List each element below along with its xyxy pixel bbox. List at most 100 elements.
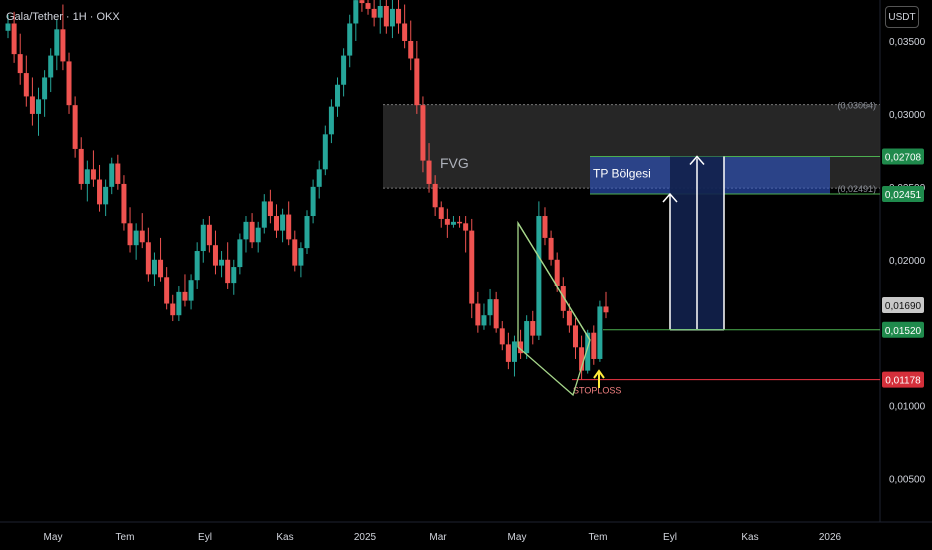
- candle-body: [591, 332, 597, 359]
- candle-body: [377, 5, 383, 18]
- candle-body: [243, 221, 249, 240]
- candle-body: [450, 221, 456, 225]
- candle-body: [237, 239, 243, 268]
- candle-body: [249, 221, 255, 243]
- y-tick-label: 0,03000: [889, 110, 926, 121]
- x-tick-label: Kas: [276, 532, 293, 543]
- candle-body: [54, 29, 60, 56]
- y-tick-label: 0,00500: [889, 475, 926, 486]
- candle-body: [457, 221, 463, 224]
- candle-body: [359, 0, 365, 4]
- candle-body: [170, 303, 176, 316]
- candle-body: [255, 227, 261, 243]
- x-tick-label: 2026: [819, 532, 842, 543]
- currency-button[interactable]: USDT: [885, 6, 919, 28]
- candle-body: [286, 214, 292, 240]
- candle-body: [11, 23, 17, 55]
- candle-body: [585, 332, 591, 371]
- y-tick-label: 0,03500: [889, 37, 926, 48]
- price-tag: [882, 148, 924, 165]
- candle-body: [151, 259, 157, 275]
- candle-body: [463, 223, 469, 231]
- candle-body: [383, 5, 389, 27]
- candle-body: [200, 224, 206, 252]
- price-tag: [882, 296, 924, 313]
- candle-body: [267, 201, 273, 217]
- candle-body: [139, 230, 145, 243]
- y-tick-label: 0,01000: [889, 402, 926, 413]
- price-tag-label: 0,02708: [885, 153, 922, 164]
- candle-body: [292, 239, 298, 266]
- candle-body: [328, 106, 334, 135]
- fvg-bottom-value-label: (0,02491): [837, 184, 876, 194]
- candle-body: [542, 216, 548, 238]
- y-tick-label: 0,02000: [889, 256, 926, 267]
- candle-body: [396, 8, 402, 24]
- candle-body: [97, 179, 103, 205]
- candle-body: [109, 163, 115, 187]
- candle-body: [42, 77, 48, 100]
- candle-body: [121, 183, 127, 224]
- price-tag-label: 0,01178: [885, 376, 921, 387]
- candle-body: [530, 321, 536, 336]
- candle-body: [164, 277, 170, 304]
- candle-body: [554, 259, 560, 287]
- candle-body: [66, 61, 72, 106]
- candle-body: [347, 23, 353, 56]
- candle-body: [572, 325, 578, 348]
- fvg-label: FVG: [440, 155, 469, 171]
- x-tick-label: May: [44, 532, 63, 543]
- candle-body: [17, 54, 23, 74]
- candle-body: [36, 99, 42, 114]
- candle-body: [444, 218, 450, 225]
- candle-body: [158, 259, 164, 278]
- candle-body: [212, 245, 218, 266]
- candle-body: [280, 214, 286, 231]
- candle-body: [298, 248, 304, 266]
- candle-body: [365, 3, 371, 9]
- candle-body: [127, 223, 133, 246]
- candle-body: [389, 8, 395, 27]
- candle-body: [206, 224, 212, 246]
- stoploss-label: STOPLOSS: [573, 386, 621, 396]
- candle-body: [72, 105, 78, 149]
- price-tag-label: 0,02451: [885, 190, 922, 201]
- candle-body: [60, 29, 66, 62]
- candle-body: [115, 163, 121, 184]
- candle-body: [536, 216, 542, 336]
- arrow-up-icon: [662, 192, 678, 203]
- candle-body: [78, 148, 84, 184]
- price-tag: [882, 321, 924, 338]
- price-tag-label: 0,01520: [885, 326, 922, 337]
- candle-body: [432, 183, 438, 208]
- candle-body: [84, 169, 90, 184]
- candle-body: [402, 23, 408, 41]
- candle-body: [182, 291, 188, 301]
- candle-body: [219, 259, 225, 266]
- candle-body: [145, 242, 151, 275]
- candle-body: [310, 186, 316, 217]
- candle-body: [560, 286, 566, 311]
- x-tick-label: Tem: [589, 532, 608, 543]
- candle-body: [335, 84, 341, 107]
- candle-body: [414, 58, 420, 106]
- x-tick-label: Kas: [741, 532, 758, 543]
- x-tick-label: 2025: [354, 532, 377, 543]
- candle-body: [505, 344, 511, 362]
- candle-body: [566, 310, 572, 326]
- candle-body: [579, 347, 585, 371]
- candle-body: [133, 230, 139, 246]
- candle-body: [231, 267, 237, 284]
- candle-body: [304, 216, 310, 249]
- candle-body: [194, 251, 200, 281]
- candle-body: [511, 341, 517, 362]
- candle-body: [426, 160, 432, 184]
- arrow-up-icon: [689, 155, 705, 166]
- candle-body: [29, 96, 35, 114]
- wedge-upper-trendline: [517, 222, 591, 341]
- candle-body: [469, 230, 475, 304]
- candle-body: [188, 280, 194, 301]
- candle-body: [603, 306, 609, 313]
- x-tick-label: Eyl: [663, 532, 677, 543]
